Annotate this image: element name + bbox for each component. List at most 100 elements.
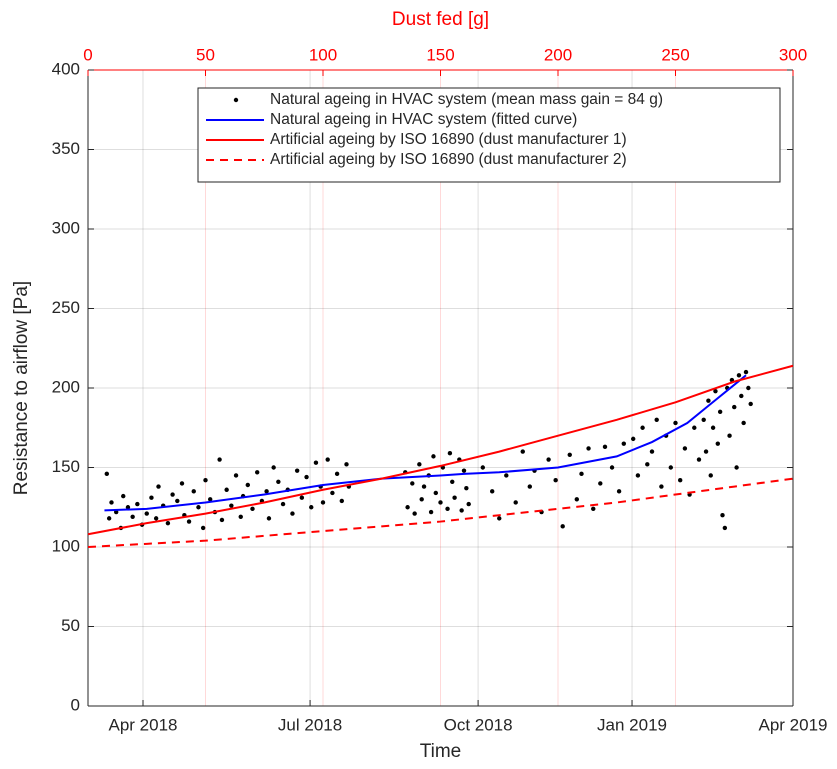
- top-tick-label: 150: [426, 45, 454, 64]
- data-point: [135, 501, 140, 507]
- y-tick-label: 100: [52, 536, 80, 555]
- data-point: [649, 449, 655, 454]
- data-point: [191, 489, 196, 494]
- data-point: [586, 446, 591, 451]
- data-point: [645, 462, 650, 467]
- data-point: [153, 516, 159, 521]
- data-point: [203, 478, 208, 483]
- data-point: [527, 484, 532, 489]
- data-point: [504, 473, 509, 478]
- data-point: [706, 398, 711, 403]
- data-point: [419, 497, 424, 502]
- data-point: [464, 485, 469, 491]
- legend-label: Artificial ageing by ISO 16890 (dust man…: [270, 151, 627, 168]
- y-axis-label: Resistance to airflow [Pa]: [11, 281, 32, 495]
- line-series: [104, 374, 747, 512]
- bottom-tick-label: Apr 2019: [759, 715, 828, 734]
- top-axis-label: Dust fed [g]: [392, 9, 489, 30]
- data-point: [701, 417, 706, 422]
- line-series: [87, 364, 794, 536]
- data-point: [109, 500, 114, 505]
- data-point: [520, 449, 525, 454]
- data-point: [739, 393, 744, 399]
- data-point: [208, 497, 213, 502]
- data-point: [480, 465, 485, 470]
- data-point: [309, 505, 314, 510]
- data-point: [299, 495, 305, 500]
- data-point: [560, 524, 565, 529]
- data-point: [229, 503, 234, 508]
- data-point: [736, 373, 742, 378]
- y-tick-label: 350: [52, 139, 80, 158]
- data-point: [720, 513, 725, 518]
- top-tick-label: 200: [544, 45, 572, 64]
- data-point: [200, 525, 206, 531]
- data-point: [668, 465, 673, 470]
- data-point: [438, 500, 443, 505]
- data-point: [156, 484, 161, 489]
- y-tick-label: 150: [52, 457, 80, 476]
- data-point: [635, 473, 641, 478]
- data-point: [746, 385, 751, 391]
- data-point: [224, 487, 229, 492]
- data-point: [412, 511, 417, 516]
- data-point: [276, 479, 281, 485]
- data-point: [325, 457, 330, 462]
- data-point: [631, 436, 636, 442]
- y-tick-label: 300: [52, 218, 80, 237]
- data-point: [250, 506, 255, 512]
- legend-box: [197, 87, 781, 183]
- data-point: [175, 498, 180, 504]
- data-point: [567, 452, 572, 457]
- bottom-tick-label: Jan 2019: [597, 715, 667, 734]
- data-point: [313, 460, 319, 465]
- data-point: [640, 425, 645, 430]
- data-point: [266, 516, 272, 521]
- data-point: [264, 489, 269, 494]
- data-point: [149, 495, 154, 500]
- data-point: [602, 444, 608, 450]
- data-point: [710, 425, 716, 430]
- bottom-tick-label: Apr 2018: [108, 715, 177, 734]
- data-point: [179, 481, 185, 486]
- data-point: [748, 401, 753, 407]
- legend-marker: [233, 97, 239, 103]
- data-point: [654, 417, 659, 422]
- data-point: [741, 420, 746, 426]
- data-point: [696, 457, 702, 462]
- data-point: [196, 505, 201, 510]
- data-point: [553, 478, 558, 483]
- data-point: [339, 498, 344, 504]
- data-point: [659, 484, 664, 489]
- y-tick-label: 250: [52, 298, 80, 317]
- data-point: [290, 511, 295, 516]
- top-tick-label: 100: [309, 45, 337, 64]
- data-point: [125, 505, 131, 510]
- data-point: [490, 489, 495, 494]
- data-point: [130, 514, 135, 519]
- data-point: [574, 497, 579, 502]
- data-point: [320, 500, 326, 505]
- data-point: [104, 471, 110, 477]
- data-point: [106, 516, 112, 521]
- top-tick-label: 250: [661, 45, 689, 64]
- data-point: [715, 441, 720, 446]
- data-point: [727, 433, 732, 438]
- top-tick-label: 50: [196, 45, 215, 64]
- data-point: [447, 450, 453, 456]
- data-point: [217, 457, 222, 462]
- data-point: [692, 425, 697, 430]
- legend-label: Natural ageing in HVAC system (mean mass…: [270, 91, 663, 108]
- top-tick-label: 300: [779, 45, 807, 64]
- y-tick-label: 0: [71, 695, 80, 714]
- data-point: [682, 446, 688, 451]
- data-point: [271, 465, 276, 470]
- data-point: [678, 478, 683, 483]
- data-point: [450, 479, 455, 485]
- data-point: [294, 468, 300, 473]
- data-point: [591, 506, 596, 512]
- line-series: [87, 477, 794, 548]
- data-point: [334, 471, 340, 477]
- data-point: [344, 462, 349, 467]
